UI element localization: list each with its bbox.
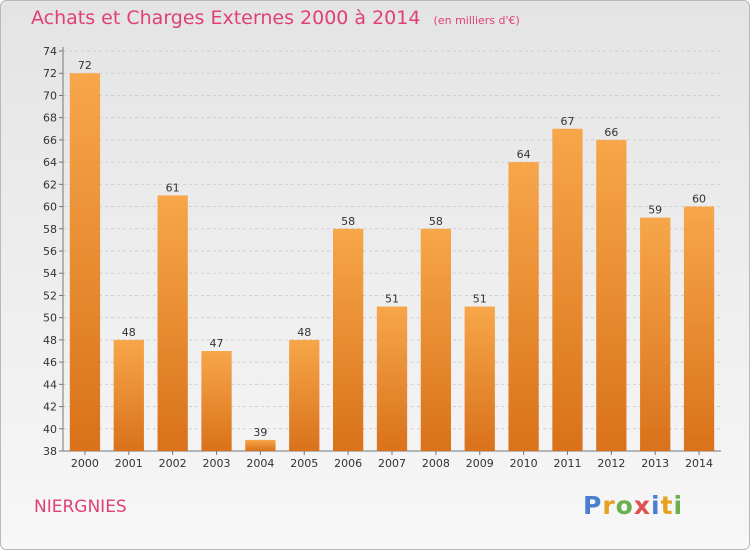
y-tick-label: 56 [43, 245, 57, 258]
bar [596, 139, 627, 451]
bar [640, 217, 671, 451]
y-tick-label: 66 [43, 134, 57, 147]
chart-unit: (en milliers d'€) [433, 14, 520, 27]
y-tick-label: 60 [43, 201, 57, 214]
logo-letter: P [583, 491, 603, 520]
value-label: 59 [648, 204, 662, 217]
y-tick-label: 50 [43, 312, 57, 325]
x-tick-label: 2011 [553, 457, 581, 470]
value-label: 58 [429, 215, 443, 228]
value-label: 51 [473, 293, 487, 306]
value-label: 47 [210, 337, 224, 350]
y-tick-label: 74 [43, 45, 57, 58]
bar [464, 306, 495, 451]
chart-title-text: Achats et Charges Externes 2000 à 2014 [31, 7, 421, 29]
y-tick-label: 52 [43, 289, 57, 302]
bar [376, 306, 408, 451]
y-tick-label: 70 [43, 89, 57, 102]
y-tick-label: 54 [43, 267, 57, 280]
x-tick-label: 2009 [466, 457, 494, 470]
x-tick-label: 2005 [290, 457, 318, 470]
x-tick-label: 2008 [422, 457, 450, 470]
x-tick-label: 2012 [597, 457, 625, 470]
y-tick-label: 38 [43, 445, 57, 458]
value-label: 48 [297, 326, 311, 339]
y-tick-label: 58 [43, 223, 57, 236]
bar [508, 162, 539, 451]
x-tick-label: 2004 [246, 457, 274, 470]
value-label: 51 [385, 293, 399, 306]
x-tick-label: 2006 [334, 457, 362, 470]
x-tick-label: 2003 [203, 457, 231, 470]
y-tick-label: 44 [43, 378, 57, 391]
bar [683, 206, 715, 451]
value-label: 60 [692, 193, 706, 206]
value-label: 66 [604, 126, 618, 139]
x-tick-label: 2001 [115, 457, 143, 470]
logo-letter: o [615, 491, 634, 520]
bar [289, 339, 320, 451]
bar [157, 195, 188, 451]
bar [201, 351, 232, 451]
x-tick-label: 2013 [641, 457, 669, 470]
y-tick-label: 72 [43, 67, 57, 80]
y-tick-label: 46 [43, 356, 57, 369]
bar [552, 128, 583, 451]
x-tick-label: 2014 [685, 457, 713, 470]
chart-title: Achats et Charges Externes 2000 à 2014 (… [31, 7, 520, 29]
logo-letter: t [660, 491, 674, 520]
logo-letter: i [651, 491, 661, 520]
value-label: 67 [560, 115, 574, 128]
labels: 72 2000 48 2001 61 2002 47 2003 39 2004 48 2005 58 20… [71, 59, 713, 470]
bar [332, 228, 364, 451]
value-label: 61 [166, 181, 180, 194]
proxiti-logo: Proxiti [583, 491, 683, 520]
bars [69, 73, 715, 451]
value-label: 58 [341, 215, 355, 228]
x-tick-label: 2002 [159, 457, 187, 470]
value-label: 72 [78, 59, 92, 72]
x-tick-label: 2000 [71, 457, 99, 470]
y-tick-label: 42 [43, 401, 57, 414]
y-tick-label: 64 [43, 156, 57, 169]
y-tick-label: 68 [43, 112, 57, 125]
y-tick-label: 48 [43, 334, 57, 347]
y-tick-label: 62 [43, 178, 57, 191]
bar [245, 439, 276, 451]
logo-letter: x [633, 491, 651, 520]
value-label: 48 [122, 326, 136, 339]
logo-letter: i [673, 491, 684, 520]
bar [113, 339, 144, 451]
value-label: 64 [517, 148, 531, 161]
commune-name: NIERGNIES [34, 497, 127, 517]
bar [69, 73, 101, 451]
logo-letter: r [602, 491, 616, 520]
y-tick-label: 40 [43, 423, 57, 436]
bar [420, 228, 452, 451]
x-tick-label: 2010 [510, 457, 538, 470]
x-tick-label: 2007 [378, 457, 406, 470]
value-label: 39 [253, 426, 267, 439]
